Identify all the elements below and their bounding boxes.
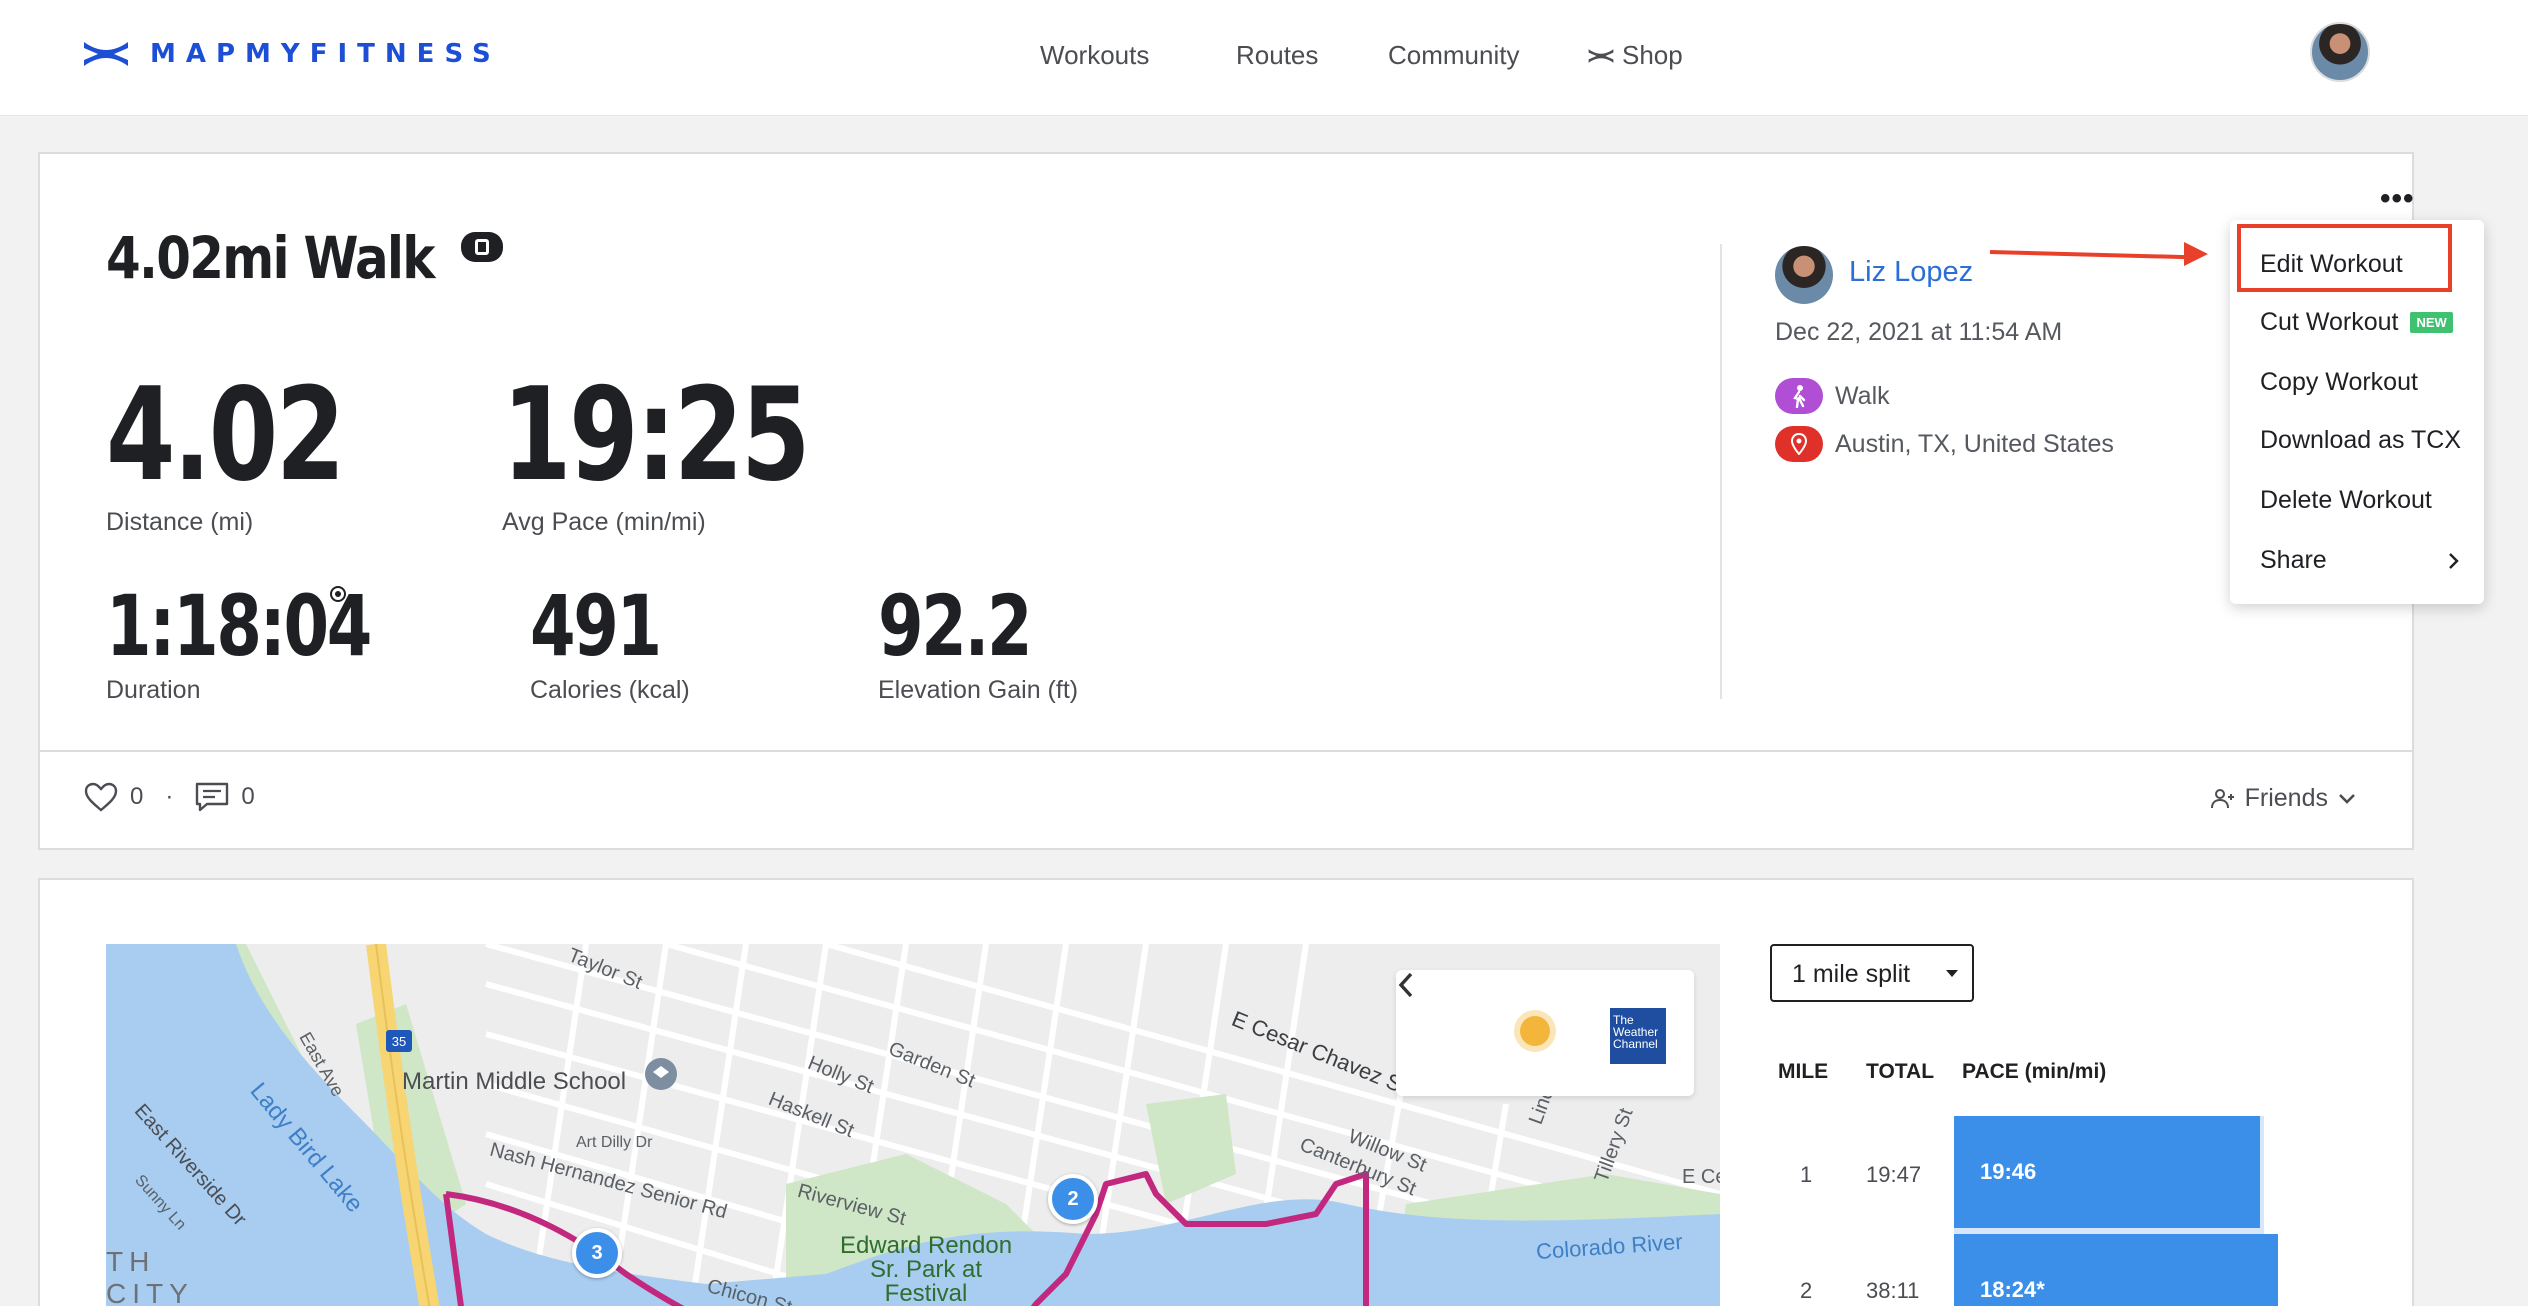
distance-value: 4.02 (106, 361, 345, 510)
caret-down-icon (1946, 970, 1958, 977)
duration-value: 1:18:04 (106, 577, 372, 675)
split-1-pace-bar: 19:46 (1954, 1116, 2260, 1228)
like-count: 0 (130, 783, 144, 810)
weather-widget: The Weather Channel (1396, 970, 1694, 1096)
elevation-value: 92.2 (878, 577, 1033, 675)
menu-download-tcx-label: Download as TCX (2260, 426, 2462, 454)
workout-date: Dec 22, 2021 at 11:54 AM (1775, 318, 2063, 346)
owner-name-link[interactable]: Liz Lopez (1849, 256, 1974, 288)
route-splits-card: 35 Martin Middle School Lady Bird Lake E… (38, 878, 2414, 1306)
privacy-dropdown[interactable]: Friends (2210, 784, 2356, 813)
social-actions: 0 · 0 (84, 782, 255, 812)
under-armour-logo-icon (84, 42, 128, 66)
logo[interactable]: MAPMYFITNESS (80, 38, 501, 70)
weather-channel-logo: The Weather Channel (1610, 1008, 1666, 1064)
workout-location: Austin, TX, United States (1835, 429, 2114, 458)
stat-elevation: 92.2 Elevation Gain (ft) (878, 584, 1078, 705)
user-avatar[interactable] (2310, 22, 2370, 82)
under-armour-shop-icon (1588, 48, 1614, 63)
distance-label: Distance (mi) (106, 508, 254, 536)
map-label-art-dilly: Art Dilly Dr (576, 1134, 653, 1151)
split-select-value: 1 mile split (1792, 960, 1911, 988)
splits-header-pace: PACE (min/mi) (1962, 1060, 2107, 1083)
new-badge: NEW (2410, 312, 2453, 333)
more-options-icon[interactable]: ••• (2380, 182, 2415, 215)
chevron-right-icon (2449, 552, 2459, 569)
stat-calories: 491 Calories (kcal) (530, 584, 696, 705)
annotation-highlight-box (2237, 224, 2452, 292)
nav-workouts[interactable]: Workouts (1040, 40, 1150, 70)
pace-value: 19:25 (502, 361, 810, 510)
chevron-down-icon (2339, 793, 2355, 804)
map-label-city: CITY (106, 1278, 194, 1306)
separator-dot: · (165, 783, 174, 810)
map-label-th: TH (106, 1246, 156, 1277)
map-label-school: Martin Middle School (402, 1068, 627, 1095)
walk-icon (1775, 378, 1823, 414)
menu-share[interactable]: Share (2260, 546, 2460, 575)
workout-summary-card: ••• 4.02mi Walk 4.02 Distance (mi) 19:25… (38, 152, 2414, 752)
route-marker-2[interactable]: 2 (1048, 1174, 1098, 1224)
nav-routes[interactable]: Routes (1236, 40, 1319, 70)
workout-title-row: 4.02mi Walk (106, 224, 504, 292)
menu-cut-workout[interactable]: Cut Workout NEW (2260, 308, 2453, 337)
route-map[interactable]: 35 Martin Middle School Lady Bird Lake E… (106, 944, 1720, 1306)
location-pin-icon (1775, 426, 1823, 462)
svg-text:35: 35 (392, 1034, 406, 1049)
menu-download-tcx[interactable]: Download as TCX (2260, 426, 2461, 455)
comment-icon[interactable] (195, 782, 229, 812)
nav-shop[interactable]: Shop (1586, 40, 1683, 71)
chevron-left-icon[interactable] (1396, 970, 1416, 1000)
menu-share-label: Share (2260, 546, 2327, 574)
activity-type: Walk (1835, 381, 1890, 410)
workout-options-menu: Edit Workout Cut Workout NEW Copy Workou… (2230, 220, 2484, 604)
location-row: Austin, TX, United States (1775, 426, 2114, 462)
stat-duration: 1:18:04 Duration (106, 584, 444, 705)
calories-value: 491 (530, 577, 662, 675)
menu-delete-workout-label: Delete Workout (2260, 486, 2432, 514)
split-2-total: 38:11 (1866, 1278, 1920, 1303)
splits-header-mile: MILE (1778, 1060, 1829, 1083)
workout-actions-bar: 0 · 0 Friends (38, 752, 2414, 850)
calories-label: Calories (kcal) (530, 676, 690, 704)
split-2-pace-bar: 18:24* (1954, 1234, 2278, 1306)
top-header: MAPMYFITNESS Workouts Routes Community S… (0, 0, 2528, 116)
comment-count: 0 (241, 783, 255, 810)
device-badge-icon (461, 232, 504, 262)
menu-delete-workout[interactable]: Delete Workout (2260, 486, 2432, 515)
map-label-park: Edward Rendon Sr. Park at Festival (839, 1232, 1013, 1306)
vertical-divider (1720, 244, 1722, 699)
split-select[interactable]: 1 mile split (1770, 944, 1974, 1002)
nav-community[interactable]: Community (1388, 40, 1520, 70)
split-1-total: 19:47 (1866, 1162, 1922, 1187)
workout-title: 4.02mi Walk (106, 224, 435, 292)
elevation-label: Elevation Gain (ft) (878, 676, 1079, 704)
menu-copy-workout-label: Copy Workout (2260, 368, 2418, 396)
split-1-pace: 19:46 (1980, 1159, 2037, 1184)
pace-label: Avg Pace (min/mi) (502, 508, 706, 536)
route-marker-3[interactable]: 3 (572, 1228, 622, 1278)
annotation-arrow-head (2184, 242, 2208, 266)
sun-icon (1520, 1016, 1550, 1046)
brand-name: MAPMYFITNESS (150, 39, 501, 69)
owner-avatar[interactable] (1775, 246, 1833, 304)
splits-header-total: TOTAL (1866, 1060, 1935, 1083)
split-2-mile: 2 (1800, 1278, 1813, 1303)
menu-copy-workout[interactable]: Copy Workout (2260, 368, 2418, 397)
nav-shop-label: Shop (1622, 40, 1683, 70)
duration-label: Duration (106, 676, 201, 704)
menu-edit-workout[interactable]: Edit Workout (2260, 250, 2403, 279)
menu-edit-workout-label: Edit Workout (2260, 250, 2403, 278)
heart-icon[interactable] (84, 782, 118, 812)
stat-pace: 19:25 Avg Pace (min/mi) (502, 372, 894, 537)
split-2-pace: 18:24* (1980, 1277, 2045, 1302)
stat-distance: 4.02 Distance (mi) (106, 372, 410, 537)
privacy-label: Friends (2244, 784, 2328, 812)
moving-time-icon[interactable] (330, 586, 346, 602)
friends-icon (2210, 788, 2234, 808)
split-1-mile: 1 (1800, 1162, 1813, 1187)
map-label-e-ce: E Ce (1682, 1166, 1720, 1188)
activity-type-row: Walk (1775, 378, 1890, 414)
menu-cut-workout-label: Cut Workout (2260, 308, 2399, 336)
